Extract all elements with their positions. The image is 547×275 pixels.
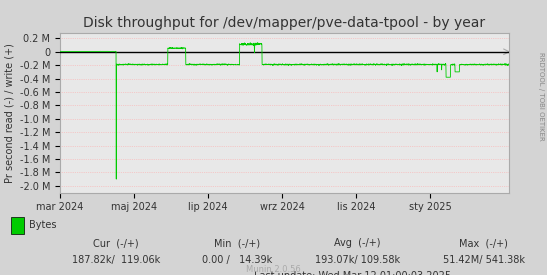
Text: 193.07k/ 109.58k: 193.07k/ 109.58k — [315, 255, 400, 265]
Text: 0.00 /   14.39k: 0.00 / 14.39k — [202, 255, 272, 265]
Text: Max  (-/+): Max (-/+) — [459, 238, 508, 248]
Text: Cur  (-/+): Cur (-/+) — [93, 238, 139, 248]
Text: Munin 2.0.56: Munin 2.0.56 — [246, 265, 301, 274]
Text: Avg  (-/+): Avg (-/+) — [334, 238, 381, 248]
Text: Min  (-/+): Min (-/+) — [214, 238, 260, 248]
Text: Last update: Wed Mar 12 01:00:03 2025: Last update: Wed Mar 12 01:00:03 2025 — [254, 271, 451, 275]
Text: Bytes: Bytes — [30, 221, 57, 230]
Y-axis label: Pr second read (-) / write (+): Pr second read (-) / write (+) — [4, 43, 14, 183]
Title: Disk throughput for /dev/mapper/pve-data-tpool - by year: Disk throughput for /dev/mapper/pve-data… — [83, 16, 486, 31]
Text: 187.82k/  119.06k: 187.82k/ 119.06k — [72, 255, 160, 265]
Text: RRDTOOL / TOBI OETIKER: RRDTOOL / TOBI OETIKER — [538, 52, 544, 141]
Bar — [11, 217, 24, 234]
Text: 51.42M/ 541.38k: 51.42M/ 541.38k — [443, 255, 525, 265]
